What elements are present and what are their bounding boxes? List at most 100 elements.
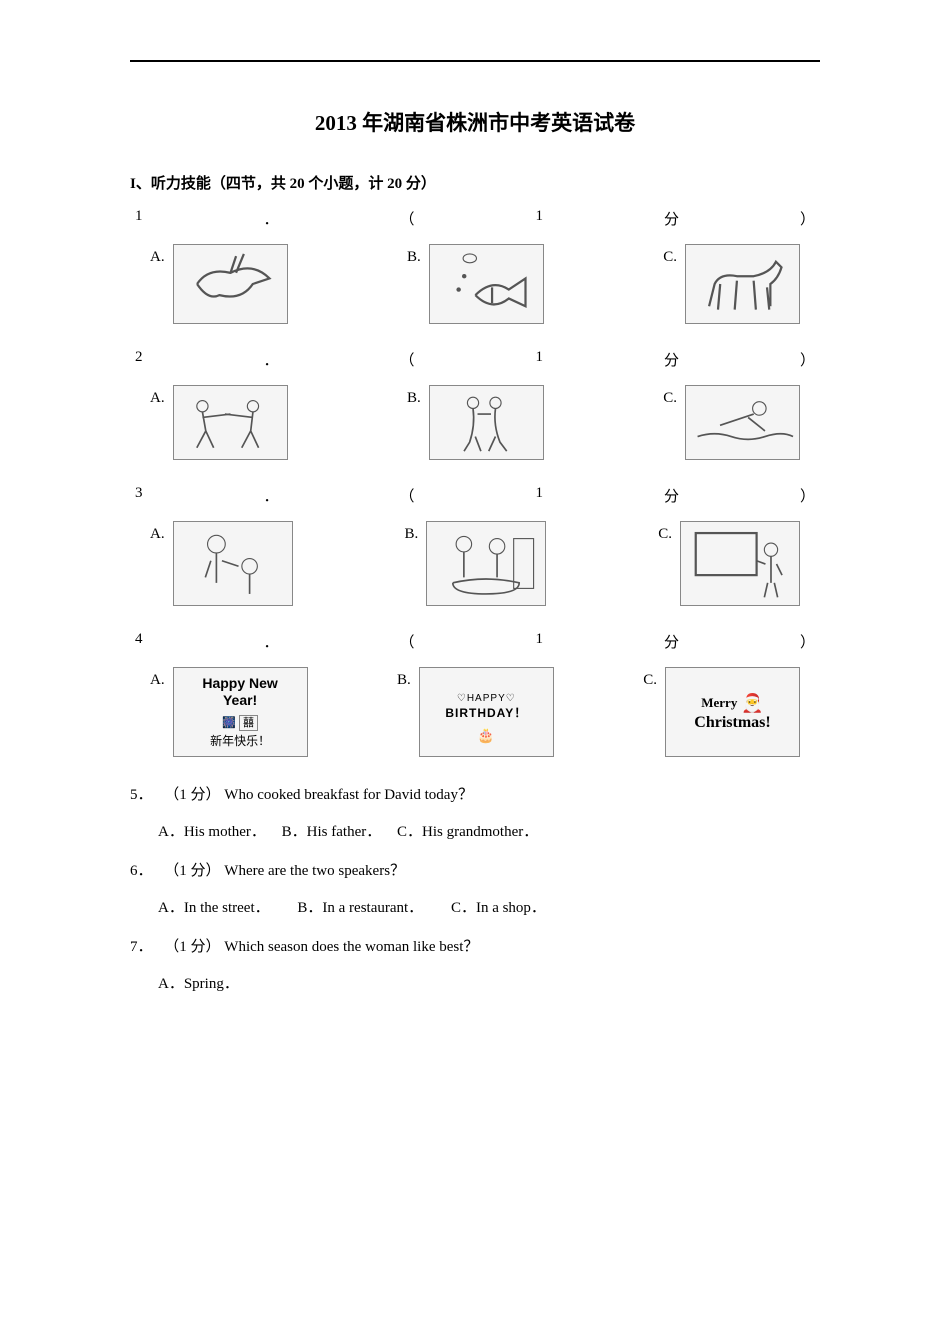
happy-new-year-card: Happy New Year! 🎆 囍 新年快乐！: [173, 667, 308, 757]
option-label-a: A.: [150, 526, 165, 543]
option-label-b: B.: [405, 526, 419, 543]
q3-paren-close: ）: [800, 485, 815, 506]
q3-num: 3: [135, 485, 143, 506]
option-label-a: A.: [150, 249, 165, 266]
q3-unit: 分: [664, 485, 679, 506]
q4-option-b: B. ♡HAPPY♡ BIRTHDAY！ 🎂: [397, 667, 554, 757]
q2-dot: ．: [263, 349, 278, 370]
mc-line1: Merry: [701, 695, 737, 711]
question-5: 5． （1 分） Who cooked breakfast for David …: [130, 782, 820, 809]
q6-opt-b: B．In a restaurant．: [297, 900, 423, 916]
q4-points: 1: [535, 631, 543, 652]
option-label-a: A.: [150, 672, 165, 689]
hb-line1: ♡HAPPY♡: [445, 693, 527, 704]
q5-num: 5．: [130, 787, 153, 803]
q3-dot: ．: [263, 485, 278, 506]
q3-paren-open: （: [399, 485, 414, 506]
q2-option-a: A.: [150, 385, 288, 460]
q7-answers: A．Spring．: [158, 971, 820, 998]
mc-line2: Christmas!: [694, 714, 770, 732]
option-label-c: C.: [643, 672, 657, 689]
teacher-icon: [680, 521, 800, 606]
q2-paren-open: （: [399, 349, 414, 370]
q4-unit: 分: [664, 631, 679, 652]
question-7: 7． （1 分） Which season does the woman lik…: [130, 934, 820, 961]
q1-image-row: A. B. C.: [130, 244, 820, 324]
q6-answers: A．In the street． B．In a restaurant． C．In…: [158, 895, 820, 922]
q4-image-row: A. Happy New Year! 🎆 囍 新年快乐！ B. ♡HAPPY♡ …: [130, 667, 820, 757]
q5-points: （1 分）: [164, 787, 220, 803]
q6-text: Where are the two speakers？: [224, 863, 405, 879]
q1-unit: 分: [664, 208, 679, 229]
q5-answers: A．His mother． B．His father． C．His grandm…: [158, 819, 820, 846]
q3-option-c: C.: [658, 521, 800, 606]
question-2-line: 2 ． （ 1 分 ）: [130, 349, 820, 370]
top-rule: [130, 60, 820, 62]
q4-num: 4: [135, 631, 143, 652]
q5-opt-c: C．His grandmother．: [397, 824, 538, 840]
q1-num: 1: [135, 208, 143, 229]
horse-icon: [685, 244, 800, 324]
q2-option-b: B.: [407, 385, 544, 460]
q1-paren-close: ）: [800, 208, 815, 229]
q4-dot: ．: [263, 631, 278, 652]
q2-option-c: C.: [663, 385, 800, 460]
q6-opt-a: A．In the street．: [158, 900, 270, 916]
option-label-c: C.: [663, 390, 677, 407]
cooking-icon: [426, 521, 546, 606]
q5-opt-a: A．His mother．: [158, 824, 266, 840]
q2-paren-close: ）: [800, 349, 815, 370]
q6-points: （1 分）: [164, 863, 220, 879]
bird-icon: [173, 244, 288, 324]
happy-birthday-card: ♡HAPPY♡ BIRTHDAY！ 🎂: [419, 667, 554, 757]
fencing-icon: [173, 385, 288, 460]
q6-opt-c: C．In a shop．: [451, 900, 546, 916]
q1-dot: ．: [263, 208, 278, 229]
question-6: 6． （1 分） Where are the two speakers？: [130, 858, 820, 885]
page-title: 2013 年湖南省株洲市中考英语试卷: [130, 107, 820, 137]
q2-unit: 分: [664, 349, 679, 370]
q4-paren-open: （: [399, 631, 414, 652]
question-4-line: 4 ． （ 1 分 ）: [130, 631, 820, 652]
swimming-icon: [685, 385, 800, 460]
q1-points: 1: [535, 208, 543, 229]
hny-line2: Year!: [202, 692, 277, 709]
hny-line3: 新年快乐！: [202, 734, 277, 748]
doctor-icon: [173, 521, 293, 606]
q2-image-row: A. B. C.: [130, 385, 820, 460]
q1-option-a: A.: [150, 244, 288, 324]
fish-icon: [429, 244, 544, 324]
q4-option-c: C. Merry 🎅 Christmas!: [643, 667, 800, 757]
q7-opt-a: A．Spring．: [158, 976, 239, 992]
q2-num: 2: [135, 349, 143, 370]
section-header: I、听力技能（四节，共 20 个小题，计 20 分）: [130, 172, 820, 193]
q1-paren-open: （: [399, 208, 414, 229]
q3-option-b: B.: [405, 521, 547, 606]
q7-points: （1 分）: [164, 939, 220, 955]
q6-num: 6．: [130, 863, 153, 879]
option-label-b: B.: [407, 249, 421, 266]
q5-opt-b: B．His father．: [282, 824, 382, 840]
merry-christmas-card: Merry 🎅 Christmas!: [665, 667, 800, 757]
q4-paren-close: ）: [800, 631, 815, 652]
q5-text: Who cooked breakfast for David today？: [224, 787, 473, 803]
q2-points: 1: [535, 349, 543, 370]
q1-option-c: C.: [663, 244, 800, 324]
q7-text: Which season does the woman like best？: [224, 939, 478, 955]
q3-image-row: A. B. C.: [130, 521, 820, 606]
q4-option-a: A. Happy New Year! 🎆 囍 新年快乐！: [150, 667, 308, 757]
q3-points: 1: [535, 485, 543, 506]
q1-option-b: B.: [407, 244, 544, 324]
q3-option-a: A.: [150, 521, 293, 606]
option-label-b: B.: [407, 390, 421, 407]
option-label-c: C.: [658, 526, 672, 543]
question-1-line: 1 ． （ 1 分 ）: [130, 208, 820, 229]
hb-line2: BIRTHDAY！: [445, 704, 527, 721]
option-label-c: C.: [663, 249, 677, 266]
hny-line1: Happy New: [202, 675, 277, 692]
dancing-icon: [429, 385, 544, 460]
question-3-line: 3 ． （ 1 分 ）: [130, 485, 820, 506]
q7-num: 7．: [130, 939, 153, 955]
option-label-b: B.: [397, 672, 411, 689]
option-label-a: A.: [150, 390, 165, 407]
